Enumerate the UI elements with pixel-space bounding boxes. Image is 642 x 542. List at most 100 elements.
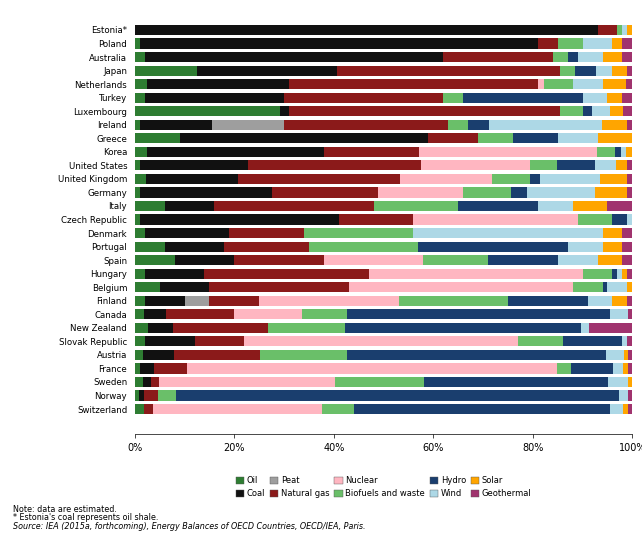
Bar <box>623 93 632 103</box>
Bar <box>583 38 612 49</box>
Bar <box>583 106 592 117</box>
Bar <box>259 296 399 306</box>
Bar <box>153 404 322 414</box>
Bar <box>139 390 144 401</box>
Bar <box>174 350 260 360</box>
Bar <box>154 363 187 373</box>
Bar <box>618 25 623 35</box>
Bar <box>573 79 603 89</box>
Bar <box>159 377 334 387</box>
Bar <box>419 147 597 157</box>
Bar <box>538 201 573 211</box>
Bar <box>624 350 628 360</box>
Bar <box>302 309 347 319</box>
Bar <box>629 377 632 387</box>
Bar <box>616 160 627 170</box>
Bar <box>627 160 632 170</box>
Bar <box>571 363 613 373</box>
Bar <box>600 174 627 184</box>
Bar <box>324 147 419 157</box>
Bar <box>140 38 538 49</box>
Bar <box>347 350 607 360</box>
Bar <box>608 377 629 387</box>
Bar <box>135 120 140 130</box>
Bar <box>541 174 600 184</box>
Bar <box>248 160 421 170</box>
Bar <box>468 120 489 130</box>
Bar <box>144 93 284 103</box>
Bar <box>229 228 304 238</box>
Bar <box>424 255 488 265</box>
Bar <box>197 66 337 76</box>
Bar <box>603 79 627 89</box>
Text: Note: data are estimated.: Note: data are estimated. <box>13 505 117 514</box>
Bar <box>557 363 571 373</box>
Bar <box>212 120 284 130</box>
Bar <box>354 404 609 414</box>
Bar <box>627 174 632 184</box>
Bar <box>289 79 537 89</box>
Bar <box>140 188 272 197</box>
Bar <box>553 52 568 62</box>
Bar <box>489 120 602 130</box>
Bar <box>135 188 140 197</box>
Bar <box>144 269 204 279</box>
Bar <box>135 38 140 49</box>
Bar <box>268 322 345 333</box>
Bar <box>234 255 324 265</box>
Bar <box>209 296 259 306</box>
Bar <box>589 322 632 333</box>
Bar <box>279 106 289 117</box>
Bar <box>135 215 140 224</box>
Bar <box>146 147 324 157</box>
Bar <box>349 282 573 292</box>
Bar <box>562 336 622 346</box>
Bar <box>613 363 623 373</box>
Bar <box>419 242 568 251</box>
Bar <box>135 106 279 117</box>
Bar <box>623 106 632 117</box>
Bar <box>135 390 139 401</box>
Bar <box>573 201 607 211</box>
Bar <box>607 201 632 211</box>
Bar <box>337 66 560 76</box>
Bar <box>369 269 583 279</box>
Bar <box>621 147 627 157</box>
Bar <box>623 228 632 238</box>
Bar <box>260 350 347 360</box>
Bar <box>595 188 627 197</box>
Bar <box>530 160 557 170</box>
Bar <box>135 66 197 76</box>
Bar <box>209 282 349 292</box>
Bar <box>160 282 209 292</box>
Bar <box>628 350 632 360</box>
Bar <box>244 336 518 346</box>
Bar <box>334 377 424 387</box>
Bar <box>135 201 164 211</box>
Bar <box>135 269 144 279</box>
Bar <box>627 269 632 279</box>
Bar <box>309 242 419 251</box>
Bar <box>135 52 144 62</box>
Bar <box>135 282 160 292</box>
Bar <box>214 201 374 211</box>
Bar <box>135 363 139 373</box>
Bar <box>421 160 530 170</box>
Bar <box>151 377 159 387</box>
Bar <box>607 93 623 103</box>
Bar <box>447 120 468 130</box>
Bar <box>558 255 598 265</box>
Bar <box>597 147 614 157</box>
Bar <box>139 363 154 373</box>
Bar <box>612 296 627 306</box>
Bar <box>614 147 621 157</box>
Bar <box>135 404 144 414</box>
Bar <box>148 322 173 333</box>
Bar <box>627 79 632 89</box>
Bar <box>581 322 589 333</box>
Bar <box>158 390 177 401</box>
Bar <box>345 322 581 333</box>
Bar <box>135 350 143 360</box>
Bar <box>628 404 632 414</box>
Bar <box>578 215 612 224</box>
